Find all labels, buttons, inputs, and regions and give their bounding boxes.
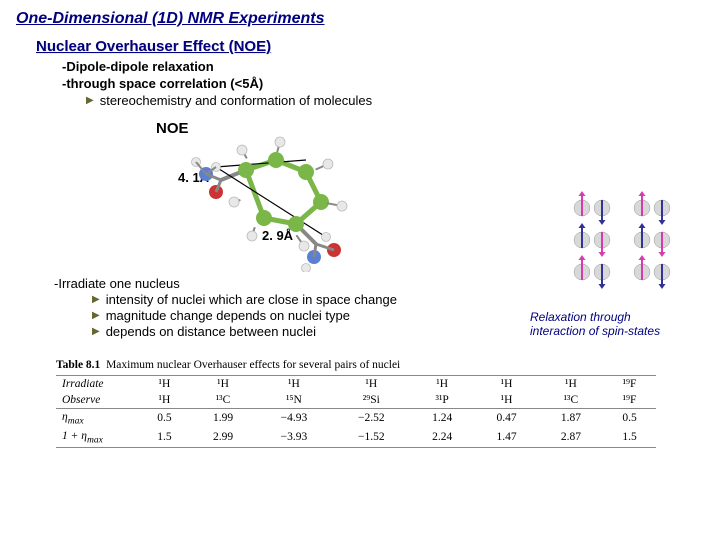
bullet-space: -through space correlation (<5Å) [62, 76, 704, 93]
sub-bullet-row: ▶ stereochemistry and conformation of mo… [86, 93, 704, 108]
molecule-diagram: NOE 4. 1Å 2. 9Å [156, 120, 436, 270]
noe-table-area: Table 8.1 Maximum nuclear Overhauser eff… [56, 359, 656, 449]
table-caption-bold: Table 8.1 [56, 359, 100, 371]
table-caption-rest: Maximum nuclear Overhauser effects for s… [100, 359, 400, 371]
relax-line1: Relaxation through [530, 310, 631, 324]
spin-state-diagram [562, 190, 692, 300]
irr-item-1: intensity of nuclei which are close in s… [106, 292, 397, 308]
bullet-arrow-icon: ▶ [92, 326, 100, 339]
irr-item-3: depends on distance between nuclei [106, 324, 316, 340]
bullet-arrow-icon: ▶ [86, 95, 94, 106]
sub-bullet-text: stereochemistry and conformation of mole… [100, 93, 372, 108]
relax-line2: interaction of spin-states [530, 324, 660, 338]
table-caption: Table 8.1 Maximum nuclear Overhauser eff… [56, 359, 656, 371]
page-title: One-Dimensional (1D) NMR Experiments [16, 10, 704, 28]
section-subtitle: Nuclear Overhauser Effect (NOE) [36, 38, 704, 55]
noe-table: Irradiate¹H¹H¹H¹H¹H¹H¹H¹⁹FObserve¹H¹³C¹⁵… [56, 375, 656, 449]
molecule-svg [156, 132, 426, 272]
bullet-arrow-icon: ▶ [92, 294, 100, 307]
bullet-arrow-icon: ▶ [92, 310, 100, 323]
bullet-dipole: -Dipole-dipole relaxation [62, 59, 704, 76]
relaxation-caption: Relaxation through interaction of spin-s… [530, 310, 710, 339]
irr-item-2: magnitude change depends on nuclei type [106, 308, 350, 324]
